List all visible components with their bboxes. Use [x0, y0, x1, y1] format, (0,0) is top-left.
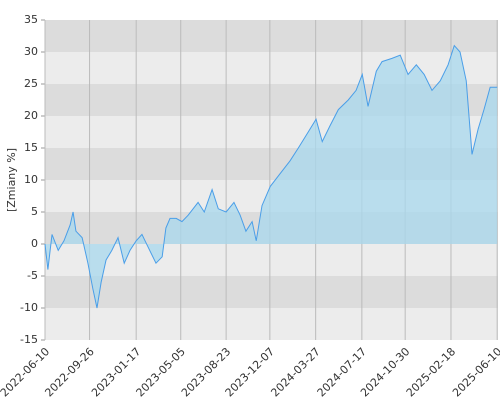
line — [44, 44, 498, 309]
y-tick-label: 20 — [24, 109, 38, 122]
band — [45, 308, 498, 340]
band — [45, 276, 498, 308]
y-tick-label: 10 — [24, 173, 38, 186]
area — [45, 45, 498, 308]
band — [45, 52, 498, 84]
y-tick-label: 25 — [24, 77, 38, 90]
y-tick-label: -10 — [20, 301, 38, 314]
y-tick-label: 5 — [31, 205, 38, 218]
band — [45, 20, 498, 52]
y-tick-label: -5 — [27, 269, 38, 282]
y-tick-label: 35 — [24, 13, 38, 26]
x-tick-label: 2025-06-10 — [450, 345, 500, 399]
y-tick-label: -15 — [20, 333, 38, 346]
y-tick-label: 15 — [24, 141, 38, 154]
y-tick-label: 0 — [31, 237, 38, 250]
y-tick-label: 30 — [24, 45, 38, 58]
y-axis-label: [Zmiany %] — [5, 148, 18, 212]
